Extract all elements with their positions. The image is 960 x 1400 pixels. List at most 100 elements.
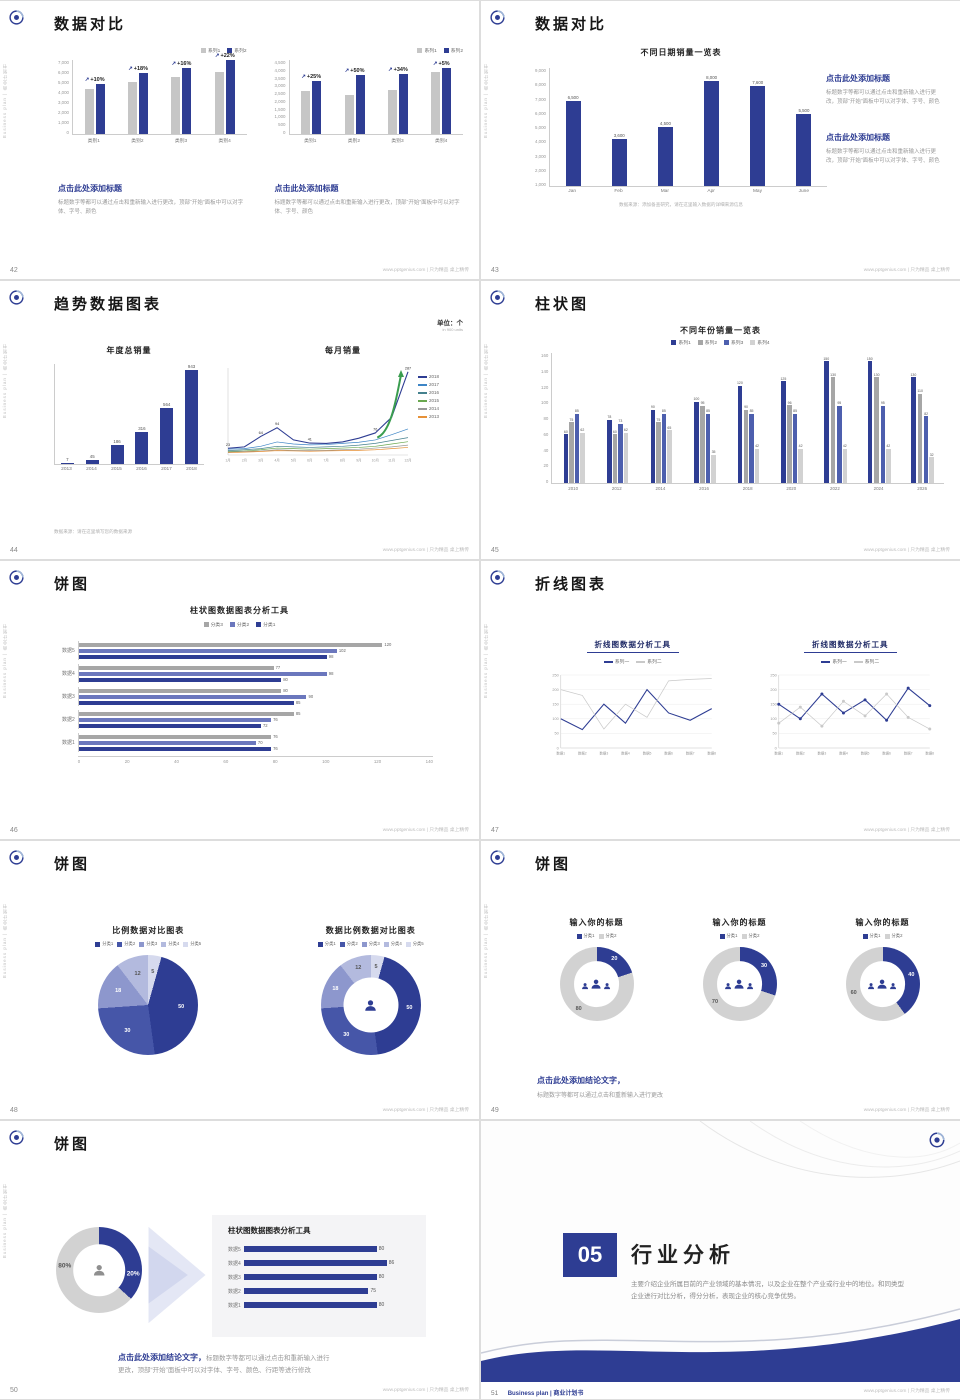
bar-charts-row: 系列1 系列2 7,000 6,000 5,000 4,000 3,000 2,000 1,0… bbox=[58, 47, 463, 144]
legend-item: 2015 bbox=[418, 398, 439, 403]
x-tick-label: 120 bbox=[373, 759, 382, 764]
slice-label: 60 bbox=[850, 990, 857, 997]
bar-value-label: 85 bbox=[661, 409, 666, 414]
bar-group: ↗+34% bbox=[376, 60, 419, 134]
slide-47[interactable]: 折线图表 折线图数据分析工具 系列一 系列二 250 200 150 100 50 0 数据1… bbox=[481, 561, 960, 839]
category-label: 类别1 bbox=[87, 139, 100, 144]
logo-icon bbox=[490, 570, 505, 585]
legend-label: 2015 bbox=[429, 398, 440, 403]
bar-value-label: 85 bbox=[295, 700, 301, 705]
bar-value-label: 120 bbox=[384, 642, 392, 647]
bar bbox=[700, 405, 705, 483]
bar bbox=[737, 385, 743, 483]
bar bbox=[78, 688, 282, 693]
bar-group: 120 90 85 42 bbox=[726, 353, 770, 483]
legend-label: 分类2 bbox=[236, 623, 250, 628]
y-axis: 160 140 120 100 80 60 40 20 0 bbox=[541, 353, 551, 484]
vertical-brand-text: Business plan | 商业计划书 bbox=[2, 63, 7, 139]
donut-chart: 20 80 bbox=[559, 947, 634, 1021]
growth-value: +34% bbox=[393, 67, 408, 74]
bar-chart: 7 45 186 316 564 943 2013 2014 2015 2016 2017 2018 bbox=[54, 364, 204, 472]
x-axis-labels: 类别1 类别2 类别3 类别4 bbox=[289, 137, 464, 144]
legend-swatch bbox=[418, 407, 427, 410]
bar bbox=[754, 448, 760, 483]
slide-51[interactable]: 05 行业分析 主要介绍企业所属目前的产业领域的基本情况，以及企业在整个产业或行… bbox=[481, 1121, 960, 1399]
legend-item: 分类1 bbox=[317, 941, 336, 947]
y-tick-label: 100 bbox=[770, 717, 776, 721]
chart-legend: 系列一 系列二 bbox=[537, 658, 729, 665]
legend-label: 分类2 bbox=[891, 933, 903, 938]
bar bbox=[650, 409, 656, 483]
bar bbox=[128, 82, 138, 134]
bar-value-label: 130 bbox=[910, 372, 917, 377]
y-tick-label: 2,500 bbox=[274, 91, 286, 97]
bar-group: 4,500 bbox=[642, 68, 688, 186]
slice-label: 80 bbox=[575, 1005, 582, 1012]
legend-swatch bbox=[227, 48, 233, 53]
bar bbox=[657, 127, 673, 186]
person-icon bbox=[725, 983, 732, 989]
bar-group: 7 bbox=[55, 364, 80, 464]
slide-49[interactable]: 饼图 输入你的标题 分类1 分类2 20 80 输入你的标题 分类1 分类2 30 70… bbox=[481, 841, 960, 1119]
slide-title: 数据对比 bbox=[54, 16, 127, 33]
slice-label: 5 bbox=[151, 969, 155, 976]
legend-item: 系列二 bbox=[636, 658, 662, 665]
footer-site-text: www.pptgenius.com | 只为精品 桌上精传 bbox=[382, 1108, 469, 1113]
category-label: 2013 bbox=[61, 467, 72, 472]
slide-title: 折线图表 bbox=[535, 576, 608, 593]
line-charts-row: 折线图数据分析工具 系列一 系列二 250 200 150 100 50 0 数据1 数据2 数据… bbox=[537, 639, 946, 757]
slide-45[interactable]: 柱状图 不同年份销量一览表 系列1 系列2 系列3 系列4 160 140 120 100 8… bbox=[481, 281, 960, 559]
conclusion-block: 点击此处添加结论文字， 标题数字等都可以通过点击和重新输入进行更改 bbox=[537, 1075, 663, 1099]
logo-icon bbox=[929, 1132, 945, 1148]
donut-hole bbox=[716, 961, 763, 1007]
legend-item: 分类2 bbox=[598, 933, 616, 939]
category-label: June bbox=[798, 189, 809, 194]
growth-arrow-icon: ↗ bbox=[388, 67, 393, 74]
bar bbox=[95, 84, 105, 134]
bar-value-label: 42 bbox=[842, 444, 847, 449]
bar-value-label: 130 bbox=[830, 372, 837, 377]
bar bbox=[78, 654, 327, 659]
person-icon bbox=[747, 983, 754, 989]
legend-item: 系列1 bbox=[200, 47, 220, 54]
category-label: 数据5 bbox=[228, 1246, 241, 1253]
donut-hole bbox=[343, 977, 399, 1033]
y-tick-label: 3,500 bbox=[274, 75, 286, 81]
footer-site-text: www.pptgenius.com | 只为精品 桌上精传 bbox=[863, 548, 950, 553]
slice-label: 18 bbox=[332, 986, 339, 993]
page-number: 49 bbox=[491, 1107, 499, 1114]
y-tick-label: 3,000 bbox=[535, 153, 546, 159]
slide-43[interactable]: 数据对比 不同日期销量一览表 9,000 8,000 7,000 6,000 5,000… bbox=[481, 1, 960, 279]
slide-46[interactable]: 饼图 柱状图数据图表分析工具 分类3 分类2 分类1 数据5 120 102 98 数据4 7… bbox=[0, 561, 479, 839]
unit-main: 单位：个 bbox=[437, 320, 463, 327]
y-tick-label: 7,000 bbox=[58, 60, 69, 65]
legend-item: 分类2 bbox=[884, 933, 903, 939]
legend-label: 分类3 bbox=[368, 941, 380, 946]
bar-value-label: 95 bbox=[837, 401, 842, 406]
bar bbox=[563, 434, 569, 483]
slide-44[interactable]: 趋势数据图表 单位：个 in 900 units 年度总销量 7 45 186 316… bbox=[0, 281, 479, 559]
growth-annotation: ↗+16% bbox=[172, 61, 192, 67]
y-tick-label: 200 bbox=[770, 688, 776, 692]
bar bbox=[607, 419, 612, 483]
legend-label: 系列2 bbox=[234, 49, 247, 54]
bar-group: ↗+5% bbox=[420, 60, 463, 134]
bar-group: 943 bbox=[179, 364, 204, 464]
chart-panel: 系列1 系列2 7,000 6,000 5,000 4,000 3,000 2,000 1,0… bbox=[58, 47, 247, 144]
logo-icon bbox=[9, 290, 24, 305]
slide-48[interactable]: 饼图 比例数据对比图表 分类1 分类2 分类3 分类4 分类5 5 50 30 18 12 数据… bbox=[0, 841, 479, 1119]
y-tick-label: 2,000 bbox=[274, 98, 286, 104]
series-line bbox=[227, 447, 409, 454]
unit-sub: in 900 units bbox=[442, 327, 463, 332]
legend-label: 分类3 bbox=[210, 623, 223, 628]
category-label: 数据2 bbox=[228, 1288, 241, 1295]
bar bbox=[135, 432, 149, 464]
category-label: 2020 bbox=[786, 486, 797, 491]
slide-42[interactable]: 数据对比 系列1 系列2 7,000 6,000 5,000 4,000 3,000 2,0… bbox=[0, 1, 479, 279]
growth-value: +16% bbox=[177, 61, 192, 68]
y-tick-label: 2,000 bbox=[535, 167, 546, 173]
vertical-brand-text: Business plan | 商业计划书 bbox=[2, 903, 7, 979]
x-tick-label: 数据4 bbox=[621, 751, 630, 756]
slide-50[interactable]: 饼图 20% 80% 柱状图数据图表分析工具 数据5 80 数据4 86 数据3 80 数据2… bbox=[0, 1121, 479, 1399]
legend-swatch bbox=[741, 933, 747, 939]
